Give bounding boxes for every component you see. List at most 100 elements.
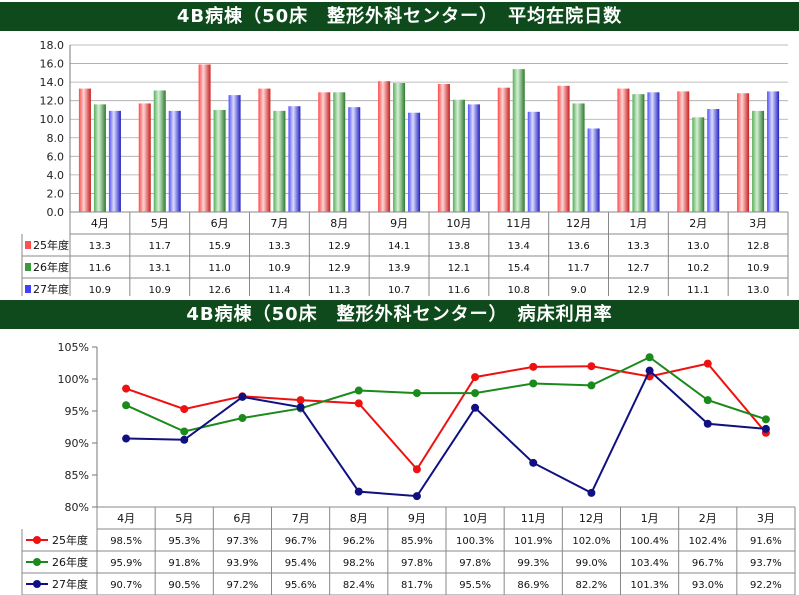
data-label: 13.8 [448, 241, 470, 252]
data-label: 13.3 [89, 241, 111, 252]
category-label: 7月 [270, 217, 288, 230]
data-label: 11.6 [448, 285, 470, 296]
data-label: 100.3% [456, 536, 494, 547]
bar [93, 104, 106, 212]
data-point [529, 458, 538, 467]
data-label: 102.4% [689, 536, 727, 547]
data-point [471, 403, 480, 412]
data-label: 95.9% [110, 558, 142, 569]
data-point [587, 381, 596, 390]
y-tick-label: 10.0 [40, 113, 65, 126]
category-label: 7月 [292, 512, 310, 525]
category-label: 10月 [446, 217, 471, 230]
data-label: 97.2% [227, 580, 259, 591]
bar [437, 83, 450, 212]
data-point [645, 353, 654, 362]
data-label: 97.8% [459, 558, 491, 569]
data-point [412, 465, 421, 474]
category-label: 9月 [408, 512, 426, 525]
y-tick-label: 12.0 [40, 95, 65, 108]
data-label: 13.0 [687, 241, 709, 252]
data-label: 11.4 [268, 285, 290, 296]
data-label: 95.5% [459, 580, 491, 591]
bar [213, 109, 226, 212]
bar [228, 95, 241, 212]
data-label: 12.6 [208, 285, 230, 296]
data-label: 10.2 [687, 263, 709, 274]
data-label: 91.6% [750, 536, 782, 547]
y-tick-label: 80% [65, 501, 89, 514]
data-label: 93.0% [692, 580, 724, 591]
data-point [354, 487, 363, 496]
bar [467, 104, 480, 212]
bar [452, 99, 465, 212]
data-point [703, 359, 712, 368]
chart1-title-banner: 4B病棟（50床 整形外科センター） 平均在院日数 [0, 2, 799, 31]
series-line [125, 362, 767, 471]
legend-label: 27年度 [52, 577, 88, 591]
category-label: 4月 [117, 512, 135, 525]
legend-marker [33, 558, 41, 566]
data-label: 90.5% [168, 580, 200, 591]
legend-swatch [25, 263, 31, 271]
data-label: 100.4% [631, 536, 669, 547]
category-label: 10月 [463, 512, 488, 525]
legend-marker [33, 580, 41, 588]
data-label: 92.2% [750, 580, 782, 591]
data-label: 101.3% [631, 580, 669, 591]
data-label: 81.7% [401, 580, 433, 591]
data-point [180, 405, 189, 414]
bar [587, 128, 600, 212]
data-label: 90.7% [110, 580, 142, 591]
bar [677, 91, 690, 212]
data-label: 10.7 [388, 285, 410, 296]
legend-swatch [25, 285, 31, 293]
data-label: 12.8 [747, 241, 769, 252]
data-point [296, 396, 305, 405]
category-label: 6月 [233, 512, 251, 525]
data-label: 103.4% [631, 558, 669, 569]
data-point [761, 424, 770, 433]
data-point [122, 384, 131, 393]
data-point [354, 399, 363, 408]
data-point [703, 419, 712, 428]
data-label: 14.1 [388, 241, 410, 252]
bar [497, 87, 510, 212]
data-label: 13.9 [388, 263, 410, 274]
data-label: 11.6 [89, 263, 111, 274]
data-label: 13.3 [627, 241, 649, 252]
bar [572, 103, 585, 212]
data-label: 15.9 [208, 241, 230, 252]
bar [752, 110, 765, 212]
data-point [296, 403, 305, 412]
data-point [238, 414, 247, 423]
data-label: 93.9% [227, 558, 259, 569]
occupancy-line-chart: 80% 85% 90% 95% 100% 105% 4月 5月 6月 7月 8月 9月 10月 11月 12… [21, 341, 796, 595]
data-label: 99.0% [576, 558, 608, 569]
data-point [529, 379, 538, 388]
category-label: 1月 [629, 217, 647, 230]
data-point [703, 396, 712, 405]
category-label: 2月 [699, 512, 717, 525]
y-tick-label: 90% [65, 437, 89, 450]
data-label: 96.7% [285, 536, 317, 547]
data-label: 86.9% [517, 580, 549, 591]
category-label: 1月 [641, 512, 659, 525]
bar [288, 106, 301, 212]
bar [393, 83, 406, 213]
data-label: 11.3 [328, 285, 350, 296]
y-tick-label: 18.0 [40, 39, 65, 52]
data-label: 95.3% [168, 536, 200, 547]
data-label: 98.5% [110, 536, 142, 547]
bar [512, 69, 525, 212]
y-tick-label: 4.0 [47, 169, 65, 182]
legend-label: 25年度 [52, 533, 88, 547]
data-label: 13.4 [508, 241, 530, 252]
data-point [122, 434, 131, 443]
y-tick-label: 2.0 [47, 187, 65, 200]
data-point [529, 362, 538, 371]
legend-marker [33, 536, 41, 544]
data-point [180, 435, 189, 444]
category-label: 8月 [330, 217, 348, 230]
data-label: 10.9 [149, 285, 171, 296]
